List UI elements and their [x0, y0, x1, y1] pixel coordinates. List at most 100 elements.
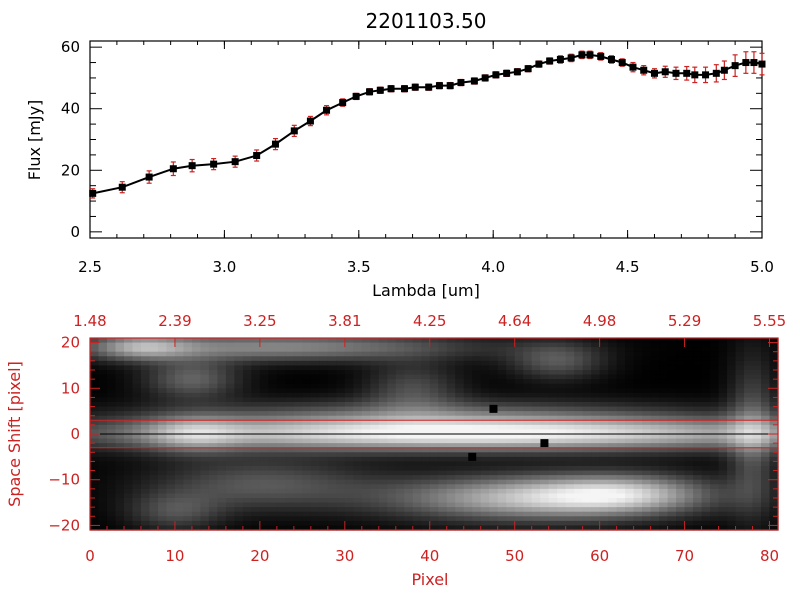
image-cell — [268, 360, 278, 367]
image-cell — [115, 397, 125, 403]
image-cell — [718, 351, 728, 357]
image-cell — [650, 356, 660, 362]
image-cell — [395, 438, 405, 444]
image-cell — [140, 420, 151, 426]
image-cell — [285, 502, 295, 508]
image-cell — [599, 456, 609, 463]
image-cell — [276, 475, 286, 481]
image-cell — [132, 420, 142, 426]
image-cell — [140, 525, 151, 531]
image-cell — [710, 507, 720, 513]
image-cell — [761, 516, 771, 522]
image-cell — [123, 493, 134, 499]
image-cell — [710, 470, 720, 476]
image-cell — [310, 475, 320, 481]
image-cell — [497, 516, 507, 522]
image-cell — [727, 415, 737, 421]
spectrum-data-point — [457, 79, 465, 87]
image-x-tick-label: 70 — [675, 547, 694, 565]
image-cell — [319, 466, 329, 472]
image-cell — [523, 525, 533, 531]
image-cell — [149, 438, 159, 444]
image-cell — [395, 493, 405, 499]
image-cell — [701, 434, 711, 440]
image-cell — [540, 351, 550, 357]
image-cell — [115, 429, 125, 435]
image-cell — [98, 434, 108, 440]
image-cell — [455, 360, 465, 367]
image-cell — [183, 470, 193, 476]
spectrum-data-point — [661, 68, 669, 76]
image-cell — [752, 488, 762, 495]
image-cell — [157, 488, 168, 495]
image-cell — [565, 406, 575, 412]
image-cell — [387, 516, 397, 522]
image-cell — [132, 388, 142, 394]
image-cell — [259, 507, 269, 513]
image-cell — [370, 415, 380, 421]
image-cell — [429, 406, 439, 412]
image-cell — [752, 498, 762, 504]
image-cell — [650, 511, 660, 517]
image-cell — [319, 351, 329, 357]
image-cell — [98, 351, 108, 357]
image-cell — [174, 475, 185, 481]
image-cell — [472, 411, 482, 417]
image-cell — [276, 420, 286, 426]
image-cell — [421, 452, 431, 458]
image-cell — [285, 479, 295, 485]
image-cell — [166, 374, 176, 380]
image-cell — [599, 342, 609, 348]
image-cell — [149, 392, 159, 399]
image-cell — [769, 470, 779, 476]
image-cell — [404, 342, 414, 348]
image-cell — [761, 470, 771, 476]
image-cell — [183, 351, 193, 357]
image-cell — [548, 516, 558, 522]
image-cell — [463, 516, 473, 522]
image-cell — [259, 438, 269, 444]
image-cell — [514, 456, 524, 463]
image-cell — [370, 402, 380, 408]
image-cell — [701, 516, 711, 522]
image-cell — [633, 488, 643, 495]
image-cell — [302, 456, 312, 463]
image-cell — [98, 374, 108, 380]
image-cell — [208, 392, 218, 399]
image-cell — [90, 342, 100, 348]
image-cell — [489, 493, 499, 499]
image-cell — [633, 424, 643, 431]
image-cell — [225, 498, 235, 504]
image-cell — [140, 379, 151, 385]
image-cell — [242, 452, 252, 458]
image-cell — [565, 461, 575, 467]
image-cell — [157, 397, 168, 403]
image-cell — [421, 502, 431, 508]
image-cell — [242, 484, 252, 490]
image-cell — [650, 338, 660, 344]
image-cell — [149, 415, 159, 421]
image-cell — [701, 479, 711, 485]
image-cell — [302, 466, 312, 472]
image-cell — [735, 507, 745, 513]
image-cell — [676, 475, 686, 481]
image-cell — [395, 415, 405, 421]
image-cell — [642, 406, 652, 412]
image-cell — [302, 484, 312, 490]
image-cell — [599, 525, 609, 531]
image-cell — [565, 383, 575, 389]
image-cell — [540, 356, 550, 362]
image-cell — [208, 351, 218, 357]
image-cell — [90, 415, 100, 421]
image-cell — [319, 447, 329, 453]
image-cell — [438, 420, 448, 426]
image-cell — [650, 438, 660, 444]
image-cell — [710, 493, 720, 499]
image-cell — [531, 397, 541, 403]
image-cell — [438, 461, 448, 467]
image-cell — [242, 370, 252, 376]
image-cell — [140, 475, 151, 481]
image-cell — [234, 488, 244, 495]
image-cell — [123, 438, 134, 444]
image-cell — [591, 429, 601, 435]
